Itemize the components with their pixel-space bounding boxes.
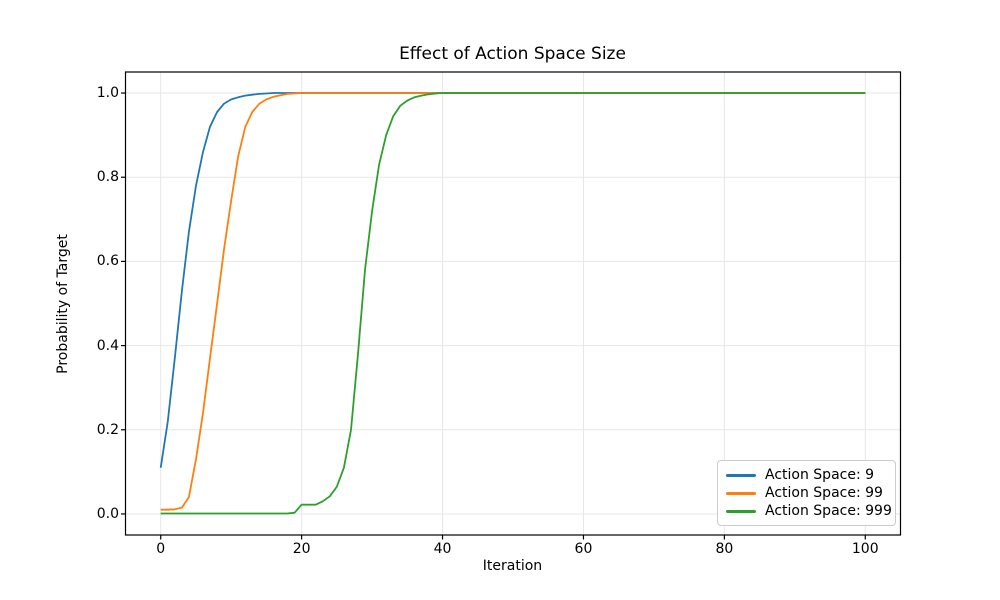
axes-spines xyxy=(124,71,902,536)
x-tick-label: 0 xyxy=(156,541,166,557)
legend-label: Action Space: 999 xyxy=(765,503,892,519)
x-axis-label: Iteration xyxy=(482,558,543,574)
legend-item: Action Space: 9 xyxy=(726,466,887,484)
y-tick-label: 0.6 xyxy=(96,253,119,270)
legend-line-swatch xyxy=(726,473,756,477)
legend-line-swatch xyxy=(726,509,756,513)
y-tick-label: 0.2 xyxy=(96,421,119,438)
x-tick-label: 20 xyxy=(292,541,311,557)
line-action-space-9 xyxy=(159,92,866,468)
legend-label: Action Space: 9 xyxy=(765,467,875,483)
x-tick-label: 80 xyxy=(715,541,734,557)
y-tick-label: 1.0 xyxy=(96,85,119,102)
legend-item: Action Space: 99 xyxy=(726,484,887,502)
line-action-space-99 xyxy=(160,92,866,511)
line-action-space-999 xyxy=(160,92,866,515)
y-axis-label: Probability of Target xyxy=(55,234,71,374)
legend: Action Space: 9 Action Space: 99 Action Sp… xyxy=(717,460,896,526)
y-tick-label: 0.0 xyxy=(96,505,119,522)
y-tick-label: 0.8 xyxy=(96,169,119,186)
legend-item: Action Space: 999 xyxy=(726,502,892,520)
x-tick-label: 40 xyxy=(433,541,452,557)
y-tick-label: 0.4 xyxy=(96,337,119,354)
legend-line-swatch xyxy=(726,491,756,495)
x-tick-label: 60 xyxy=(574,541,593,557)
legend-label: Action Space: 99 xyxy=(765,485,883,501)
x-tick-label: 100 xyxy=(851,541,879,557)
chart-title: Effect of Action Space Size xyxy=(399,44,626,64)
